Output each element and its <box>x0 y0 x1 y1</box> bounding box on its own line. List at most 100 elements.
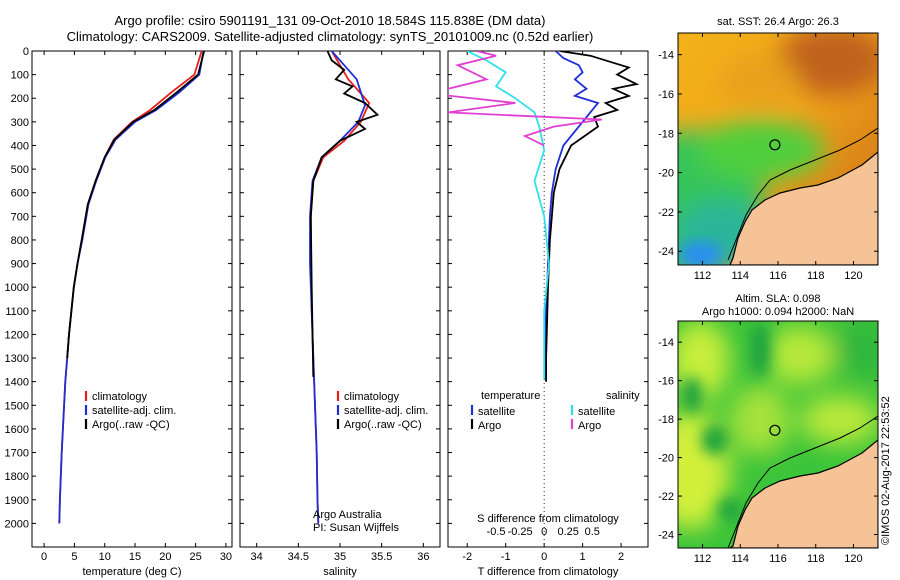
map-x-tick-label: 112 <box>694 553 712 565</box>
x-tick-label: 35.5 <box>371 551 392 563</box>
x-tick-label: 34 <box>251 551 263 563</box>
y-tick-label: 1800 <box>5 471 29 483</box>
map-y-tick-label: -24 <box>658 530 674 542</box>
x-tick-label: 34.5 <box>288 551 309 563</box>
legend-label: climatology <box>344 391 400 403</box>
figure-title: Argo profile: csiro 5901191_131 09-Oct-2… <box>0 13 660 45</box>
x-axis-label: temperature (deg C) <box>82 566 181 578</box>
map-y-tick-label: -20 <box>658 168 674 180</box>
x-tick-label: 30 <box>220 551 232 563</box>
y-tick-label: 200 <box>11 93 29 105</box>
y-tick-label: 1500 <box>5 400 29 412</box>
legend-label: Argo(..raw -QC) <box>92 419 170 431</box>
temperature-panel: 0 5 10 15 20 25 30 temperature (deg C) 0 100 200 30… <box>5 46 233 578</box>
y-tick-label: 700 <box>11 211 29 223</box>
x-axis-label: T difference from climatology <box>478 566 619 578</box>
argo-australia-label: Argo Australia <box>313 509 382 521</box>
series-group <box>58 51 205 524</box>
land-mass <box>729 151 878 265</box>
y-tick-label: 1100 <box>5 306 29 318</box>
difference-panel: -2 -1 0 1 2 T difference from climatology -0.5… <box>447 50 649 578</box>
x-tick-label: 0 <box>41 551 47 563</box>
y-tick-label: 1000 <box>5 282 29 294</box>
map-y-tick-label: -22 <box>658 207 674 219</box>
sst-map: 112 114 116 118 120 -14 -16 -18 -20 -22 -24 <box>658 32 879 282</box>
map-y-tick-label: -22 <box>658 491 674 503</box>
title-line-1: Argo profile: csiro 5901191_131 09-Oct-2… <box>114 13 546 28</box>
y-tick-label: 1400 <box>5 377 29 389</box>
legend-label: satellite-adj. clim. <box>92 405 176 417</box>
y-tick-label: 300 <box>11 117 29 129</box>
sla-map-axes: 112 114 116 118 120 -14 -16 -18 -20 -22 -24 <box>658 321 878 565</box>
imos-credit: ©IMOS 02-Aug-2017 22:53:52 <box>880 396 892 545</box>
x-tick-label: 36 <box>417 551 429 563</box>
y-tick-label: 100 <box>11 70 29 82</box>
isobath-line <box>727 127 878 261</box>
map-y-tick-label: -18 <box>658 414 674 426</box>
argo-location-marker <box>769 424 781 436</box>
y-tick-label: 1200 <box>5 329 29 341</box>
title-line-2: Climatology: CARS2009. Satellite-adjuste… <box>66 29 594 44</box>
legend-label: satellite <box>578 406 615 418</box>
top-tick-label: -0.5 <box>487 526 506 538</box>
map-y-tick-label: -14 <box>658 337 674 349</box>
plot-frame <box>31 50 233 548</box>
legend-title-salinity: salinity <box>606 390 640 402</box>
legend-label: Argo <box>478 420 501 432</box>
salinity-panel: 34 34.5 35 35.5 36 salinity climatology satelli… <box>239 50 441 578</box>
map-y-tick-label: -14 <box>658 50 674 62</box>
map-y-tick-label: -24 <box>658 246 674 258</box>
top-tick-label: 0.5 <box>585 526 600 538</box>
series-line-2 <box>309 51 380 377</box>
x-tick-label: 20 <box>159 551 171 563</box>
x-tick-label: 35 <box>334 551 346 563</box>
map-y-tick-label: -20 <box>658 453 674 465</box>
y-tick-label: 400 <box>11 140 29 152</box>
map-y-tick-label: -18 <box>658 128 674 140</box>
series-group <box>448 51 640 382</box>
argo-location-marker <box>769 139 781 151</box>
series-group <box>309 51 380 524</box>
top-tick-label: -0.25 <box>508 526 533 538</box>
legend-label: satellite <box>478 406 515 418</box>
map-x-tick-label: 116 <box>769 553 787 565</box>
series-line-0 <box>309 51 371 524</box>
series-line-2 <box>66 51 205 359</box>
legend-title-temperature: temperature <box>481 390 540 402</box>
top-axis-label: S difference from climatology <box>477 513 619 525</box>
top-tick-label: 0.25 <box>557 526 578 538</box>
legend-label: Argo(..raw -QC) <box>344 419 422 431</box>
y-tick-label: 1700 <box>5 448 29 460</box>
y-tick-label: 800 <box>11 235 29 247</box>
map-x-tick-label: 116 <box>769 270 787 282</box>
map-x-tick-label: 114 <box>731 553 749 565</box>
y-tick-label: 1300 <box>5 353 29 365</box>
y-tick-label: 1900 <box>5 495 29 507</box>
y-tick-label: 500 <box>11 164 29 176</box>
series-line-3 <box>448 51 602 147</box>
map-y-tick-label: -16 <box>658 376 674 388</box>
plot-frame <box>447 50 649 548</box>
x-tick-label: 5 <box>71 551 77 563</box>
series-line-0 <box>58 51 203 524</box>
isobath-line <box>727 415 878 548</box>
y-tick-label: 1600 <box>5 424 29 436</box>
pi-label: PI: Susan Wijffels <box>313 522 399 534</box>
sla-map: 112 114 116 118 120 -14 -16 -18 -20 -22 -24 <box>658 320 879 565</box>
legend-label: satellite-adj. clim. <box>344 405 428 417</box>
plot-frame <box>239 50 441 548</box>
legend-label: climatology <box>92 391 148 403</box>
map-x-tick-label: 118 <box>807 270 825 282</box>
x-tick-label: -2 <box>462 551 472 563</box>
y-tick-label: 2000 <box>5 518 29 530</box>
x-tick-label: 1 <box>580 551 586 563</box>
map-x-tick-label: 112 <box>694 270 712 282</box>
x-axis-label: salinity <box>323 566 357 578</box>
y-tick-label: 900 <box>11 259 29 271</box>
x-tick-label: 0 <box>541 551 547 563</box>
sla-map-subtitle: Argo h1000: 0.094 h2000: NaN <box>702 306 854 318</box>
map-x-tick-label: 114 <box>731 270 749 282</box>
sla-map-title: Altim. SLA: 0.098 <box>736 293 821 305</box>
y-tick-label: 0 <box>23 46 29 58</box>
